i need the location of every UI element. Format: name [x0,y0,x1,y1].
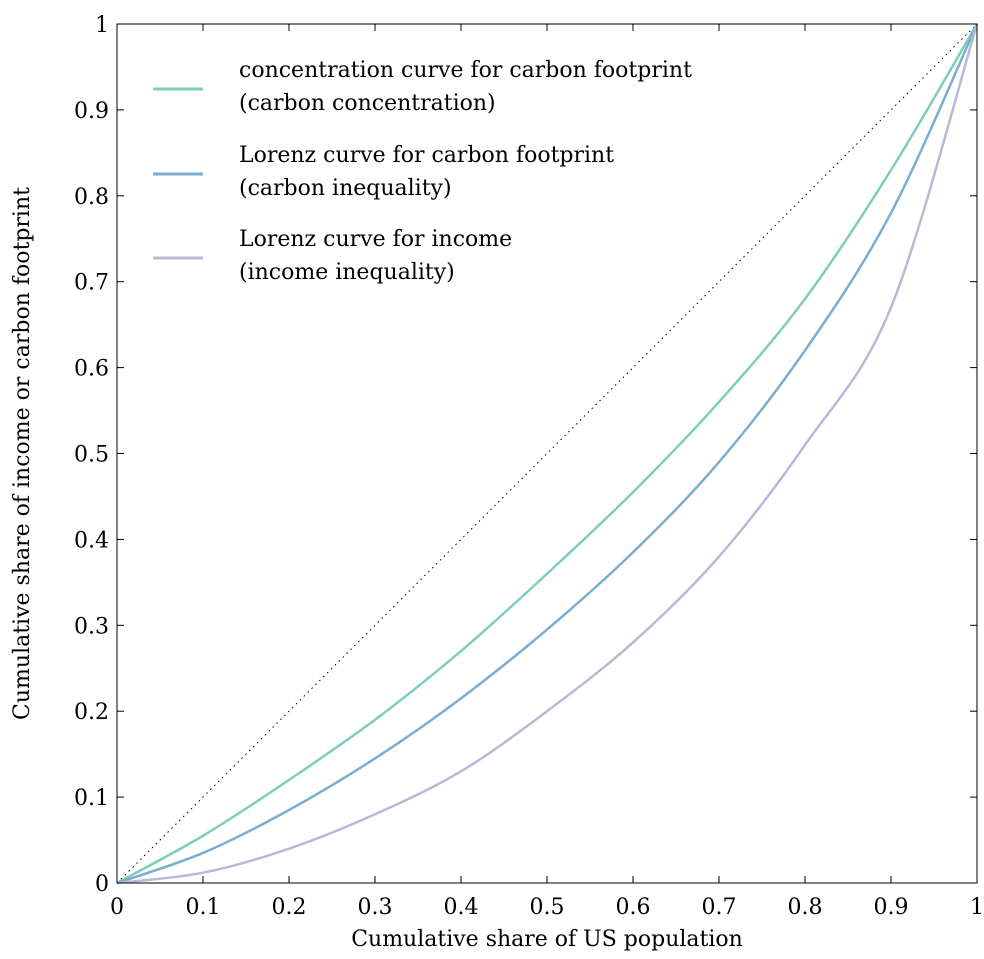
x-tick-label: 0.7 [702,895,737,920]
y-tick-label: 0.6 [74,357,109,382]
equality-line [116,23,978,884]
x-tick-label: 0.4 [444,895,479,920]
x-tick-label: 0 [110,895,124,920]
y-axis-label: Cumulative share of income or carbon foo… [10,187,35,720]
series-line-carbon-inequality [116,23,979,885]
y-tick-label: 0.1 [74,786,109,811]
tick-labels: 0 0.1 0.2 0.3 0.4 0.5 0.6 0.7 0.8 0.9 1 0 0.1 0.2 0.3 0… [74,13,984,920]
x-axis-label: Cumulative share of US population [351,927,743,952]
y-tick-label: 0.7 [74,271,109,296]
x-tick-label: 0.5 [530,895,565,920]
legend-label-carbon-inequality: Lorenz curve for carbon footprint [239,143,614,168]
y-tick-label: 0.2 [74,700,109,725]
x-tick-label: 0.8 [788,895,823,920]
series-line-income-inequality [116,23,979,885]
series-line-carbon-concentration [116,23,979,885]
legend: concentration curve for carbon footprint… [153,58,692,285]
x-tick-label: 0.9 [874,895,909,920]
x-tick-label: 0.1 [186,895,221,920]
x-tick-label: 0.6 [616,895,651,920]
y-tick-label: 1 [95,13,109,38]
y-tick-label: 0.9 [74,99,109,124]
legend-sublabel-carbon-concentration: (carbon concentration) [239,91,496,116]
x-tick-label: 1 [970,895,984,920]
reference-diagonal [116,23,978,884]
legend-label-carbon-concentration: concentration curve for carbon footprint [239,58,692,83]
legend-label-income-inequality: Lorenz curve for income [239,227,512,252]
series-lines [116,23,979,885]
legend-sublabel-income-inequality: (income inequality) [239,260,455,285]
y-tick-label: 0.5 [74,443,109,468]
legend-sublabel-carbon-inequality: (carbon inequality) [239,176,452,201]
y-tick-label: 0.3 [74,614,109,639]
y-tick-label: 0.8 [74,185,109,210]
x-tick-label: 0.3 [358,895,393,920]
y-tick-label: 0.4 [74,528,109,553]
x-tick-label: 0.2 [272,895,307,920]
y-tick-label: 0 [95,872,109,897]
plot-frame [116,23,978,884]
